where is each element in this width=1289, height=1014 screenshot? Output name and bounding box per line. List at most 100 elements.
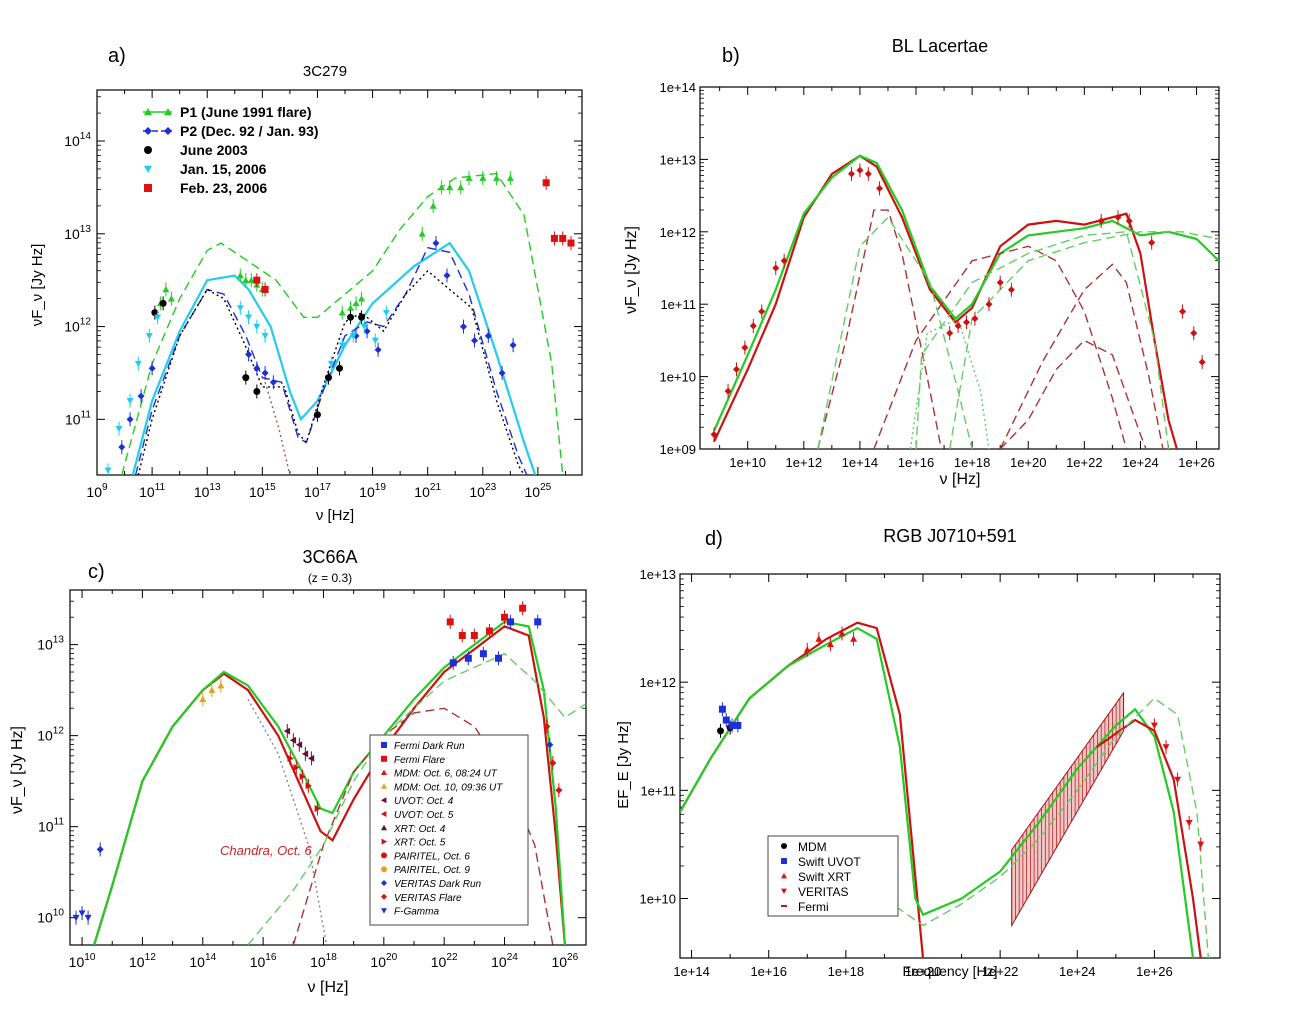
legend-marker [144,108,152,116]
x-tick-label: 1011 [139,482,165,500]
data-point [199,695,207,703]
data-point [358,313,366,321]
data-point [749,322,757,330]
legend-marker [381,769,387,775]
data-point [352,299,360,307]
data-point [301,750,309,758]
x-tick-label: 1e+22 [1066,455,1103,470]
legend-marker [381,866,387,873]
y-tick-label: 1012 [64,317,91,335]
data-point [519,604,527,612]
data-point [429,202,437,209]
legend-marker [144,165,152,173]
x-tick-label: 1e+16 [898,455,935,470]
data-point [78,910,86,917]
data-point [134,360,142,368]
data-point [338,309,346,316]
data-point [722,716,730,724]
y-tick-label: 1e+11 [660,297,696,312]
series-line-3 [247,652,586,945]
data-point [253,323,261,331]
data-point [479,174,487,181]
data-point [307,754,315,762]
panel-b: b) BL Lacertae 1e+10 1e+12 1e+14 1e+16 1e+18… [600,8,1286,496]
data-point [151,309,159,317]
x-tick-label: 1022 [431,952,458,970]
x-tick-label: 1010 [69,952,96,970]
x-tick-label: 1e+26 [1136,964,1173,979]
y-tick-label: 1e+10 [639,892,676,907]
legend-label: VERITAS Dark Run [394,879,481,890]
series-line-4 [247,698,328,945]
panel-a: a) 3C279 109 1011 1013 1015 1017 1019 1021 1023… [29,45,583,524]
data-point [418,230,426,237]
data-point [465,174,473,181]
legend-marker [381,908,387,914]
data-point [1097,217,1105,225]
data-point [261,285,269,293]
x-tick-label: 1e+24 [1059,964,1096,979]
data-point [299,773,306,781]
legend-label: MDM: Oct. 10, 09:36 UT [394,782,503,793]
legend-label: P1 (June 1991 flare) [180,104,312,120]
panel-d-xlabel: Frequency [Hz] [903,963,998,979]
x-tick-label: 1e+18 [954,455,991,470]
data-point [479,650,487,658]
x-tick-label: 1e+24 [1122,455,1159,470]
legend-marker [381,838,387,845]
data-point [509,341,517,349]
data-point [1174,776,1182,784]
legend-marker [381,755,387,762]
panel-b-label: b) [722,45,740,67]
series-line-1 [680,626,1195,958]
y-tick-label: 1012 [37,726,64,744]
x-tick-label: 1015 [249,482,276,500]
data-point [314,804,321,812]
data-point [269,378,277,386]
series-line-1 [131,241,537,475]
panel-d-label: d) [705,528,723,550]
data-point [338,342,346,349]
series-line-0 [121,172,564,475]
legend-marker [144,184,152,192]
y-tick-label: 1e+12 [659,225,696,240]
x-tick-label: 1e+26 [1178,455,1215,470]
panel-a-label: a) [108,45,126,67]
panel-c-ylabel: νF_ν [Jy Hz] [9,726,26,814]
x-tick-label: 109 [86,482,108,500]
x-tick-label: 1014 [189,952,216,970]
legend-marker [381,797,387,804]
data-point [289,736,297,744]
data-point [559,234,567,242]
data-point [946,329,954,337]
data-point [971,315,979,323]
data-point [167,295,175,302]
legend-box [369,734,529,926]
y-tick-label: 1e+14 [659,80,696,95]
x-tick-label: 1e+16 [750,964,787,979]
legend-label: P2 (Dec. 92 / Jan. 93) [180,123,319,139]
y-tick-label: 1011 [38,817,64,835]
data-point [996,278,1004,286]
legend-label: Fermi Dark Run [394,741,465,752]
data-point [84,914,92,922]
data-point [1007,286,1015,294]
legend-marker [164,127,172,135]
legend-label: June 2003 [180,142,248,158]
series-line-8 [909,317,990,449]
data-point [283,727,291,735]
legend-label: MDM: Oct. 6, 08:24 UT [394,769,498,780]
data-point [1197,841,1205,848]
y-tick-label: 1010 [37,908,64,926]
data-point [724,387,732,395]
data-point [1185,819,1193,827]
data-point [261,333,269,340]
data-point [542,179,550,187]
data-point [242,374,250,382]
data-point [864,170,872,178]
y-tick-label: 1013 [37,635,64,653]
series-line-9 [817,216,973,449]
data-point [772,264,780,272]
data-point [145,333,153,340]
